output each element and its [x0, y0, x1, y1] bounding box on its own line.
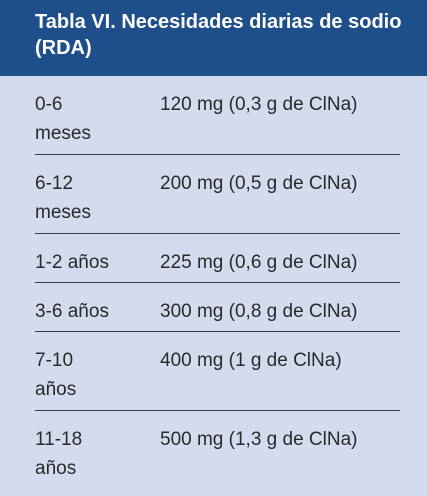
age-cell: 1-2 años [35, 252, 109, 273]
table-row: 0-6 meses 120 mg (0,3 g de ClNa) [35, 76, 400, 155]
table-row: 7-10 años 400 mg (1 g de ClNa) [35, 332, 400, 411]
amount-cell: 500 mg (1,3 g de ClNa) [160, 429, 358, 450]
age-cell: 11-18 años [35, 429, 83, 479]
table-row: 6-12 meses 200 mg (0,5 g de ClNa) [35, 155, 400, 234]
age-cell: 7-10 años [35, 350, 77, 400]
table-body: 0-6 meses 120 mg (0,3 g de ClNa) 6-12 mese… [0, 76, 427, 490]
amount-cell: 200 mg (0,5 g de ClNa) [160, 173, 358, 194]
table-row: 1-2 años 225 mg (0,6 g de ClNa) [35, 234, 400, 283]
table-title: Tabla VI. Necesidades diarias de sodio (… [35, 11, 402, 59]
amount-cell: 120 mg (0,3 g de ClNa) [160, 94, 358, 115]
table-row: 11-18 años 500 mg (1,3 g de ClNa) [35, 411, 400, 490]
table-row: 3-6 años 300 mg (0,8 g de ClNa) [35, 283, 400, 332]
amount-cell: 300 mg (0,8 g de ClNa) [160, 301, 358, 322]
amount-cell: 400 mg (1 g de ClNa) [160, 350, 342, 371]
age-cell: 3-6 años [35, 301, 109, 322]
table-header: Tabla VI. Necesidades diarias de sodio (… [0, 0, 427, 76]
age-cell: 6-12 meses [35, 173, 91, 223]
age-cell: 0-6 meses [35, 94, 91, 144]
amount-cell: 225 mg (0,6 g de ClNa) [160, 252, 358, 273]
